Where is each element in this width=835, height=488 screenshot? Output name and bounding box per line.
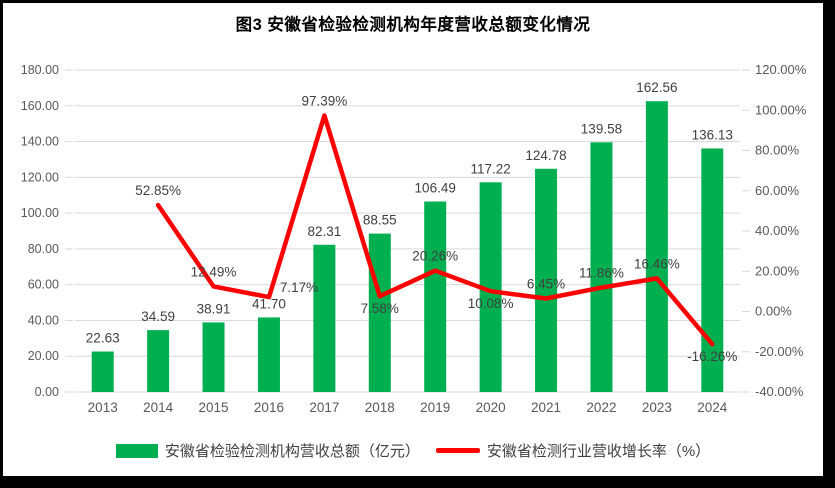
line-label-2017: 97.39% xyxy=(301,94,347,109)
right-axis-tick-label: 80.00% xyxy=(755,143,800,158)
line-label-2021: 6.45% xyxy=(527,277,565,292)
left-axis-tick-label: 60.00 xyxy=(28,278,59,292)
line-label-2022: 11.86% xyxy=(579,266,624,281)
bar-label-2017: 82.31 xyxy=(307,224,341,239)
bar-2020 xyxy=(479,182,502,392)
right-axis-tick-label: 120.00% xyxy=(755,62,807,77)
line-label-2016: 7.17% xyxy=(280,280,318,295)
x-axis-label-2013: 2013 xyxy=(88,400,118,415)
bar-2014 xyxy=(147,330,170,392)
bar-2013 xyxy=(91,351,114,392)
legend-bar-swatch xyxy=(115,443,158,458)
bar-label-2016: 41.70 xyxy=(252,296,286,311)
left-axis-tick-label: 0.00 xyxy=(35,385,59,399)
bar-label-2023: 162.56 xyxy=(636,80,677,95)
legend-bar-label: 安徽省检验检测机构营收总额（亿元） xyxy=(164,443,420,460)
chart-panel: 图3 安徽省检验检测机构年度营收总额变化情况 180.00 160.00 140.0… xyxy=(3,3,823,476)
bar-label-2021: 124.78 xyxy=(525,148,566,163)
bar-label-2015: 38.91 xyxy=(197,301,231,316)
x-axis-label-2021: 2021 xyxy=(531,400,561,415)
bar-label-2014: 34.59 xyxy=(141,309,175,324)
x-axis-label-2014: 2014 xyxy=(143,400,174,415)
x-axis-label-2022: 2022 xyxy=(586,400,616,415)
x-axis-label-2020: 2020 xyxy=(476,400,506,415)
legend: 安徽省检验检测机构营收总额（亿元） 安徽省检测行业营收增长率（%） xyxy=(3,440,823,461)
x-axis-label-2016: 2016 xyxy=(254,400,284,415)
growth-rate-line xyxy=(155,113,715,347)
right-axis-tick-label: 0.00% xyxy=(755,304,792,319)
bar-2015 xyxy=(202,322,225,392)
bar-2017 xyxy=(313,244,336,392)
chart-title: 图3 安徽省检验检测机构年度营收总额变化情况 xyxy=(235,16,591,34)
bar-2016 xyxy=(257,317,280,392)
line-label-2023: 16.46% xyxy=(634,256,680,271)
bar-label-2024: 136.13 xyxy=(692,127,733,142)
chart-plot-area: 180.00 160.00 140.00 120.00 100.00 80.00 60.00… xyxy=(21,62,807,415)
x-axis-label-2019: 2019 xyxy=(420,400,450,415)
legend-line-swatch xyxy=(435,448,480,453)
bar-label-2019: 106.49 xyxy=(415,181,456,196)
right-axis-tick-label: 60.00% xyxy=(755,183,800,198)
bar-label-2013: 22.63 xyxy=(86,331,120,346)
left-axis-tick-label: 120.00 xyxy=(21,170,59,184)
line-label-2014: 52.85% xyxy=(135,183,181,198)
left-axis-tick-label: 140.00 xyxy=(21,135,59,149)
line-label-2015: 12.49% xyxy=(191,264,237,279)
bar-label-2018: 88.55 xyxy=(363,213,397,228)
bar-2023 xyxy=(645,101,668,393)
bar-label-2020: 117.22 xyxy=(470,161,510,176)
bar-2021 xyxy=(535,168,558,392)
right-axis-tick-label: -20.00% xyxy=(755,344,804,359)
legend-line-label: 安徽省检测行业营收增长率（%） xyxy=(486,443,711,460)
x-axis-label-2018: 2018 xyxy=(365,400,395,415)
bar-label-2022: 139.58 xyxy=(581,121,622,136)
right-axis-tick-label: 20.00% xyxy=(755,263,800,278)
x-axis-label-2017: 2017 xyxy=(309,400,339,415)
left-axis-tick-label: 100.00 xyxy=(21,206,59,220)
x-axis-label-2023: 2023 xyxy=(642,400,672,415)
line-label-2020: 10.08% xyxy=(468,296,514,311)
legend-item-revenue: 安徽省检验检测机构营收总额（亿元） xyxy=(115,440,420,461)
bar-2022 xyxy=(590,142,613,392)
right-axis-tick-label: 100.00% xyxy=(755,102,807,117)
right-axis-tick-label: -40.00% xyxy=(755,384,804,399)
line-label-2019: 20.26% xyxy=(412,249,458,264)
bar-2024 xyxy=(701,148,724,392)
left-axis-tick-label: 180.00 xyxy=(21,63,59,77)
left-axis-tick-label: 40.00 xyxy=(28,313,59,327)
left-axis-tick-label: 160.00 xyxy=(21,99,59,113)
line-label-2024: -16.26% xyxy=(687,349,737,364)
right-axis-tick-label: 40.00% xyxy=(755,223,800,238)
x-axis-label-2024: 2024 xyxy=(697,400,728,415)
x-axis-label-2015: 2015 xyxy=(199,400,229,415)
left-axis-tick-label: 20.00 xyxy=(28,349,59,363)
legend-item-growth: 安徽省检测行业营收增长率（%） xyxy=(435,440,711,461)
left-axis-tick-label: 80.00 xyxy=(28,242,59,256)
line-label-2018: 7.58% xyxy=(361,301,399,316)
bar-2019 xyxy=(424,201,447,392)
